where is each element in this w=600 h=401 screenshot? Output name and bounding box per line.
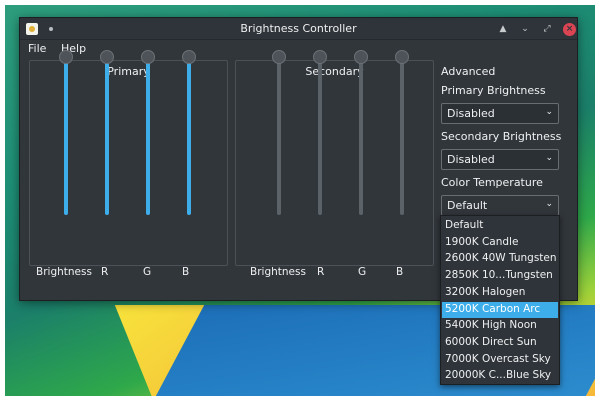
chevron-down-icon: ⌄ bbox=[545, 153, 553, 163]
slider-handle[interactable] bbox=[313, 50, 327, 64]
secondary-slider-label: G bbox=[358, 266, 367, 278]
primary-brightness-label: Primary Brightness bbox=[441, 84, 546, 97]
primary-slider-label: G bbox=[143, 266, 152, 278]
chevron-down-icon: ⌄ bbox=[545, 107, 553, 117]
color-temperature-option[interactable]: 6000K Direct Sun bbox=[445, 335, 537, 348]
color-temperature-option[interactable]: 20000K C...Blue Sky bbox=[445, 369, 552, 382]
primary-group-title: Primary bbox=[107, 65, 150, 78]
color-temperature-option[interactable]: Default bbox=[445, 219, 484, 231]
secondary-brightness-label: Secondary Brightness bbox=[441, 130, 562, 143]
color-temperature-option[interactable]: 5400K High Noon bbox=[445, 319, 537, 332]
primary-slider-label: B bbox=[182, 266, 190, 278]
sun-app-icon[interactable] bbox=[26, 23, 38, 35]
primary-slider-brightness[interactable] bbox=[64, 60, 68, 215]
slider-handle[interactable] bbox=[141, 50, 155, 64]
color-temperature-value: Default bbox=[447, 199, 488, 212]
context-help-icon[interactable]: ▲ bbox=[499, 24, 507, 34]
primary-brightness-select[interactable]: Disabled ⌄ bbox=[441, 103, 559, 124]
secondary-slider-g[interactable] bbox=[359, 60, 363, 215]
secondary-group: Secondary bbox=[235, 60, 434, 266]
slider-fill bbox=[64, 60, 68, 215]
secondary-slider-b[interactable] bbox=[400, 60, 404, 215]
color-temperature-option[interactable]: 5200K Carbon Arc bbox=[442, 301, 558, 318]
on-all-desktops-icon[interactable] bbox=[49, 27, 53, 31]
color-temperature-option[interactable]: 2850K 10...Tungsten bbox=[445, 269, 553, 282]
slider-handle[interactable] bbox=[354, 50, 368, 64]
color-temperature-option[interactable]: 2600K 40W Tungsten bbox=[445, 252, 557, 265]
slider-handle[interactable] bbox=[59, 50, 73, 64]
slider-handle[interactable] bbox=[395, 50, 409, 64]
secondary-brightness-value: Disabled bbox=[447, 153, 495, 166]
primary-slider-label: R bbox=[101, 266, 109, 278]
menu-file[interactable]: File bbox=[28, 42, 47, 55]
color-temperature-label: Color Temperature bbox=[441, 176, 543, 189]
slider-handle[interactable] bbox=[272, 50, 286, 64]
slider-fill bbox=[318, 60, 322, 215]
primary-slider-r[interactable] bbox=[105, 60, 109, 215]
slider-fill bbox=[187, 60, 191, 215]
brightness-controller-window: Brightness Controller ▲ ⌄ ⤢ × File Help … bbox=[19, 17, 578, 301]
secondary-brightness-select[interactable]: Disabled ⌄ bbox=[441, 149, 559, 170]
secondary-slider-label: R bbox=[317, 266, 325, 278]
color-temperature-option[interactable]: 7000K Overcast Sky bbox=[445, 352, 551, 365]
slider-handle[interactable] bbox=[182, 50, 196, 64]
secondary-slider-label: Brightness bbox=[250, 266, 306, 278]
slider-fill bbox=[359, 60, 363, 215]
primary-group: Primary bbox=[29, 60, 228, 266]
primary-slider-b[interactable] bbox=[187, 60, 191, 215]
close-icon[interactable]: × bbox=[563, 23, 576, 36]
secondary-slider-label: B bbox=[396, 266, 404, 278]
color-temperature-select[interactable]: Default ⌄ bbox=[441, 195, 559, 216]
primary-slider-label: Brightness bbox=[36, 266, 92, 278]
color-temperature-option[interactable]: 1900K Candle bbox=[445, 235, 519, 248]
slider-fill bbox=[146, 60, 150, 215]
title-bar[interactable]: Brightness Controller ▲ ⌄ ⤢ × bbox=[20, 18, 577, 40]
secondary-slider-brightness[interactable] bbox=[277, 60, 281, 215]
color-temperature-option[interactable]: 3200K Halogen bbox=[445, 285, 526, 298]
chevron-down-icon: ⌄ bbox=[545, 199, 553, 209]
primary-brightness-value: Disabled bbox=[447, 107, 495, 120]
slider-handle[interactable] bbox=[100, 50, 114, 64]
color-temperature-dropdown-list: Default 1900K Candle 2600K 40W Tungsten 285… bbox=[440, 215, 560, 385]
advanced-heading: Advanced bbox=[441, 65, 496, 78]
slider-fill bbox=[400, 60, 404, 215]
primary-slider-g[interactable] bbox=[146, 60, 150, 215]
minimize-icon[interactable]: ⌄ bbox=[521, 24, 529, 34]
secondary-slider-r[interactable] bbox=[318, 60, 322, 215]
window-title: Brightness Controller bbox=[240, 22, 357, 35]
slider-fill bbox=[105, 60, 109, 215]
slider-fill bbox=[277, 60, 281, 215]
maximize-icon[interactable]: ⤢ bbox=[543, 24, 551, 34]
